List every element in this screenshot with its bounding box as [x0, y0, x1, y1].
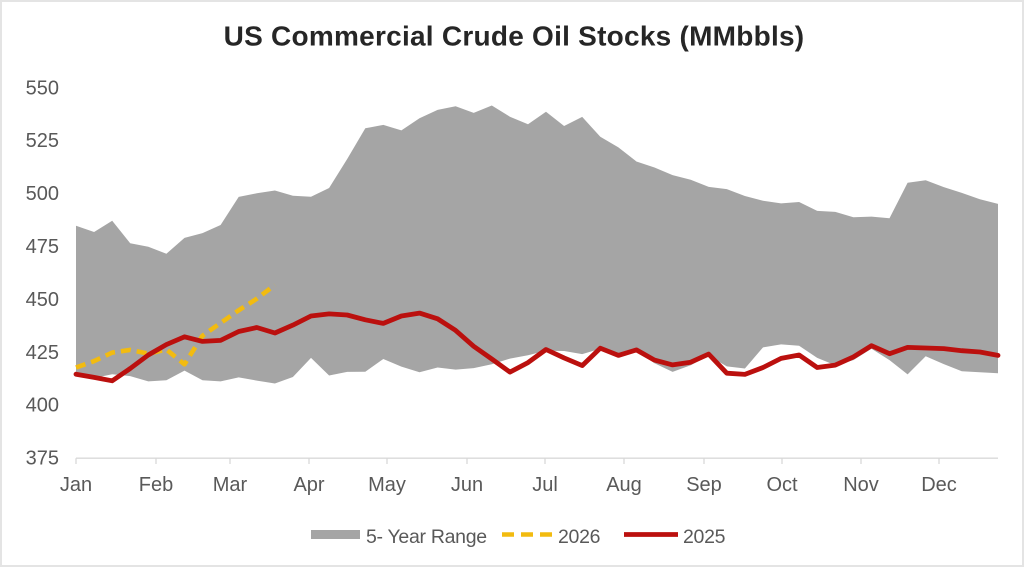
- svg-text:2025: 2025: [683, 526, 726, 548]
- svg-text:2026: 2026: [558, 526, 600, 548]
- svg-text:500: 500: [26, 183, 59, 205]
- svg-text:Feb: Feb: [139, 474, 173, 496]
- svg-text:Mar: Mar: [213, 474, 248, 496]
- svg-text:Sep: Sep: [686, 474, 722, 496]
- svg-text:May: May: [368, 474, 406, 496]
- svg-text:450: 450: [26, 289, 59, 311]
- svg-text:Dec: Dec: [921, 474, 957, 496]
- svg-text:525: 525: [26, 130, 59, 152]
- svg-text:US Commercial Crude Oil Stocks: US Commercial Crude Oil Stocks (MMbbls): [224, 21, 805, 52]
- svg-text:Jul: Jul: [532, 474, 558, 496]
- svg-text:550: 550: [26, 77, 59, 99]
- svg-text:400: 400: [26, 395, 59, 417]
- svg-text:375: 375: [26, 447, 59, 469]
- svg-text:475: 475: [26, 236, 59, 258]
- svg-text:Aug: Aug: [606, 474, 642, 496]
- svg-text:5- Year Range: 5- Year Range: [366, 526, 487, 548]
- svg-text:425: 425: [26, 342, 59, 364]
- svg-text:Oct: Oct: [766, 474, 798, 496]
- svg-text:Jan: Jan: [60, 474, 92, 496]
- svg-text:Nov: Nov: [843, 474, 879, 496]
- svg-text:Jun: Jun: [451, 474, 483, 496]
- svg-text:Apr: Apr: [293, 474, 324, 496]
